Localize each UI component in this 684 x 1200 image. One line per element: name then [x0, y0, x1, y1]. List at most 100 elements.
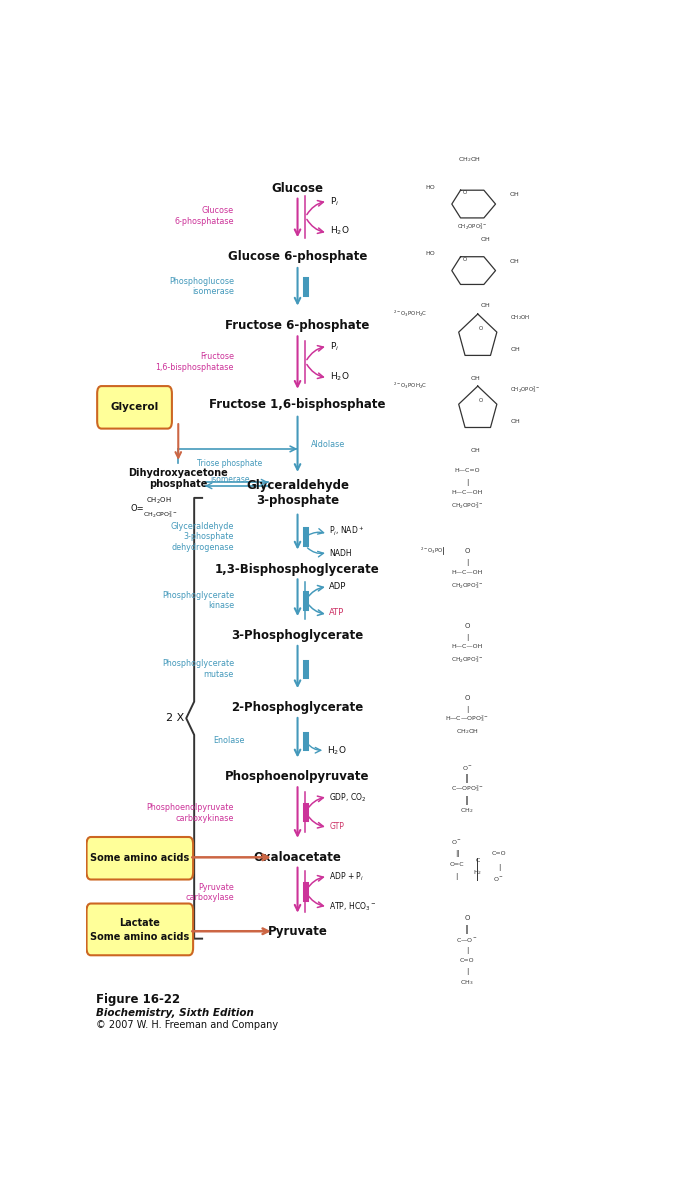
Text: O: O — [464, 695, 470, 701]
Text: CH$_2$OPO$_3^{2-}$: CH$_2$OPO$_3^{2-}$ — [510, 384, 540, 395]
Text: Pyruvate
carboxylase: Pyruvate carboxylase — [185, 883, 234, 902]
Text: OH: OH — [510, 192, 519, 197]
Text: |: | — [466, 479, 469, 486]
Text: © 2007 W. H. Freeman and Company: © 2007 W. H. Freeman and Company — [96, 1020, 278, 1031]
Text: O$^-$: O$^-$ — [462, 763, 473, 772]
FancyBboxPatch shape — [87, 838, 193, 880]
Text: O: O — [478, 326, 482, 331]
Text: |: | — [466, 559, 469, 566]
Text: OH: OH — [511, 347, 521, 352]
Text: CH$_2$OPO$_3^{2-}$: CH$_2$OPO$_3^{2-}$ — [451, 581, 484, 592]
Text: Phosphoglycerate
mutase: Phosphoglycerate mutase — [162, 659, 234, 678]
Text: Fructose 6-phosphate: Fructose 6-phosphate — [225, 319, 370, 331]
Text: H—C—OH: H—C—OH — [451, 570, 483, 575]
Text: 2-Phosphoglycerate: 2-Phosphoglycerate — [231, 701, 364, 714]
FancyBboxPatch shape — [97, 386, 172, 428]
Text: C=O: C=O — [492, 851, 506, 856]
Text: |: | — [498, 864, 500, 871]
Text: GDP, CO$_2$: GDP, CO$_2$ — [330, 791, 367, 804]
Text: $^{2-}$O$_3$PO: $^{2-}$O$_3$PO — [420, 546, 443, 556]
Text: ADP + P$_i$: ADP + P$_i$ — [330, 870, 365, 883]
Text: Glucose
6-phosphatase: Glucose 6-phosphatase — [174, 206, 234, 226]
Text: ‖: ‖ — [465, 925, 469, 934]
Text: |: | — [466, 947, 469, 954]
Text: CH$_2$OPO$_3^{2-}$: CH$_2$OPO$_3^{2-}$ — [451, 500, 484, 511]
Text: CH$_3$: CH$_3$ — [460, 978, 474, 986]
Text: Fructose 1,6-bisphosphate: Fructose 1,6-bisphosphate — [209, 398, 386, 412]
Text: CH$_2$OPO$_3^{2-}$: CH$_2$OPO$_3^{2-}$ — [451, 654, 484, 665]
Text: H—C—OH: H—C—OH — [451, 490, 483, 494]
Text: Glyceraldehyde
3-phosphate: Glyceraldehyde 3-phosphate — [246, 479, 349, 508]
Text: Fructose
1,6-bisphosphatase: Fructose 1,6-bisphosphatase — [155, 353, 234, 372]
Text: OH: OH — [470, 449, 480, 454]
Text: CH$_2$OH: CH$_2$OH — [146, 496, 172, 505]
Text: H$_2$O: H$_2$O — [330, 224, 350, 238]
Text: CH$_2$OH: CH$_2$OH — [456, 727, 479, 736]
Text: Some amino acids: Some amino acids — [90, 853, 189, 863]
Text: ATP: ATP — [330, 608, 345, 617]
Text: Phosphoglucose
isomerase: Phosphoglucose isomerase — [169, 276, 234, 296]
Text: Lactate: Lactate — [119, 918, 160, 928]
Text: ‖: ‖ — [465, 796, 469, 804]
Text: Aldolase: Aldolase — [311, 439, 345, 449]
Text: H—C—OH: H—C—OH — [451, 644, 483, 649]
Text: ADP: ADP — [330, 582, 347, 592]
FancyBboxPatch shape — [87, 904, 193, 955]
Text: Dihydroxyacetone
phosphate: Dihydroxyacetone phosphate — [129, 468, 228, 490]
Text: Biochemistry, Sixth Edition: Biochemistry, Sixth Edition — [96, 1008, 254, 1019]
Text: O: O — [464, 916, 470, 922]
Text: CH$_2$OH: CH$_2$OH — [458, 155, 482, 164]
Text: Enolase: Enolase — [213, 737, 245, 745]
Text: Glycerol: Glycerol — [110, 402, 159, 413]
Text: OH: OH — [481, 236, 490, 241]
Text: GTP: GTP — [330, 822, 344, 832]
Text: O: O — [462, 191, 466, 196]
Text: C: C — [475, 858, 480, 863]
Text: 3-Phosphoglycerate: 3-Phosphoglycerate — [231, 629, 364, 642]
Text: CH$_2$: CH$_2$ — [460, 805, 474, 815]
Text: HO: HO — [425, 252, 436, 257]
Text: Glucose 6-phosphate: Glucose 6-phosphate — [228, 251, 367, 263]
Text: ‖: ‖ — [455, 850, 458, 857]
Text: P$_i$, NAD$^+$: P$_i$, NAD$^+$ — [330, 524, 365, 538]
Text: H$_2$: H$_2$ — [473, 868, 482, 876]
Text: OH: OH — [481, 304, 490, 308]
Text: Some amino acids: Some amino acids — [90, 931, 189, 942]
Text: O=: O= — [130, 504, 144, 512]
Text: H$_2$O: H$_2$O — [327, 745, 347, 757]
Text: O$^-$: O$^-$ — [493, 875, 505, 882]
Text: NADH: NADH — [330, 548, 352, 558]
Text: O=C: O=C — [449, 863, 464, 868]
Text: 2 X: 2 X — [166, 713, 185, 724]
Text: ‖: ‖ — [465, 774, 469, 784]
Text: CH$_2$OPO$_3^{2-}$: CH$_2$OPO$_3^{2-}$ — [143, 509, 177, 520]
Text: CH$_2$OH: CH$_2$OH — [510, 313, 530, 322]
Text: Glucose: Glucose — [272, 182, 324, 194]
Text: P$_i$: P$_i$ — [330, 340, 340, 353]
Text: |: | — [456, 874, 458, 881]
Text: OH: OH — [510, 259, 519, 264]
Text: $^{2-}$O$_3$POH$_2$C: $^{2-}$O$_3$POH$_2$C — [393, 308, 428, 319]
Text: OH: OH — [511, 419, 521, 424]
Text: Oxaloacetate: Oxaloacetate — [254, 851, 341, 864]
Text: O$^-$: O$^-$ — [451, 838, 462, 846]
Text: P$_i$: P$_i$ — [330, 196, 340, 208]
Text: |: | — [466, 706, 469, 713]
Text: Triose phosphate: Triose phosphate — [197, 460, 262, 468]
Text: CH$_2$OPO$_3^{2-}$: CH$_2$OPO$_3^{2-}$ — [457, 221, 488, 232]
Text: HO: HO — [425, 185, 436, 190]
Text: Phosphoenolpyruvate
carboxykinase: Phosphoenolpyruvate carboxykinase — [146, 803, 234, 823]
Text: $^{2-}$O$_3$POH$_2$C: $^{2-}$O$_3$POH$_2$C — [393, 380, 428, 391]
Text: O: O — [464, 547, 470, 553]
Text: |: | — [466, 968, 469, 976]
Text: C—OPO$_3^{2-}$: C—OPO$_3^{2-}$ — [451, 784, 484, 794]
Text: ATP, HCO$_3$$^-$: ATP, HCO$_3$$^-$ — [330, 900, 377, 912]
Text: O: O — [462, 257, 466, 262]
Text: H$_2$O: H$_2$O — [330, 371, 350, 383]
Text: Figure 16-22: Figure 16-22 — [96, 994, 180, 1006]
Text: isomerase: isomerase — [210, 475, 250, 484]
Text: |: | — [466, 634, 469, 641]
Text: Pyruvate: Pyruvate — [267, 925, 328, 937]
Text: Phosphoglycerate
kinase: Phosphoglycerate kinase — [162, 590, 234, 610]
Text: O: O — [478, 398, 482, 403]
